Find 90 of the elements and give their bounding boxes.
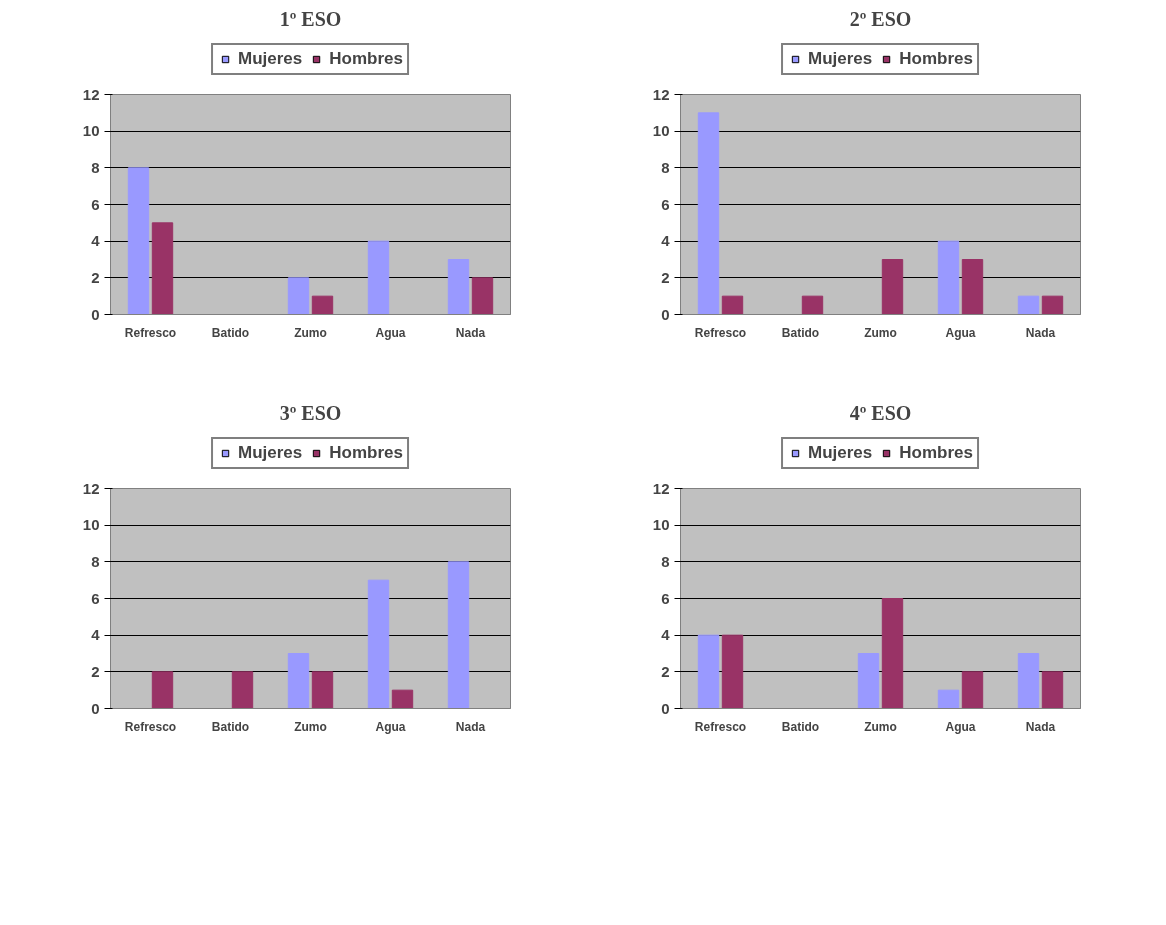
y-tick-label: 12 [82, 479, 100, 497]
bar [471, 277, 494, 315]
x-tick-label: Batido [781, 719, 820, 734]
y-tick-label: 0 [91, 305, 100, 323]
bar [857, 653, 880, 709]
y-tick-label: 4 [661, 626, 671, 644]
x-tick-label: Batido [781, 325, 820, 340]
bar [961, 671, 984, 709]
bar [881, 259, 904, 315]
y-tick-label: 4 [91, 232, 101, 250]
y-tick-label: 8 [661, 158, 670, 176]
x-tick-label: Batido [211, 719, 250, 734]
legend-label: Hombres [329, 443, 403, 463]
bar [961, 259, 984, 315]
y-tick-label: 12 [652, 85, 670, 103]
bar [1041, 295, 1064, 315]
bar [151, 671, 174, 709]
bar [391, 689, 414, 709]
bar [697, 634, 720, 709]
y-tick-label: 4 [91, 626, 101, 644]
x-tick-label: Refresco [124, 719, 177, 734]
chart-title: 1º ESO [279, 7, 342, 30]
y-tick-label: 8 [91, 158, 100, 176]
bar [311, 295, 334, 315]
y-tick-label: 12 [82, 85, 100, 103]
legend-label: Mujeres [808, 49, 873, 69]
bar [801, 295, 824, 315]
chart-title: 2º ESO [849, 7, 912, 30]
bar [697, 112, 720, 315]
x-tick-label: Nada [455, 325, 486, 340]
y-tick-label: 6 [91, 589, 100, 607]
bar [367, 240, 390, 315]
bar [127, 167, 150, 315]
y-tick-label: 8 [661, 552, 670, 570]
y-tick-label: 4 [661, 232, 671, 250]
y-tick-label: 2 [91, 268, 100, 286]
legend-label: Hombres [899, 49, 973, 69]
bar [367, 579, 390, 709]
x-tick-label: Batido [211, 325, 250, 340]
chart-title: 3º ESO [279, 401, 342, 424]
y-tick-label: 10 [82, 516, 100, 534]
y-tick-label: 2 [661, 662, 670, 680]
x-tick-label: Zumo [864, 325, 897, 340]
y-tick-label: 2 [661, 268, 670, 286]
y-tick-label: 12 [652, 479, 670, 497]
x-tick-label: Zumo [864, 719, 897, 734]
y-tick-label: 6 [661, 589, 670, 607]
bar [937, 689, 960, 709]
y-tick-label: 0 [661, 305, 670, 323]
bar [231, 671, 254, 709]
bar [447, 561, 470, 709]
bar [721, 634, 744, 709]
y-tick-label: 6 [91, 195, 100, 213]
x-tick-label: Agua [375, 325, 406, 340]
bar [311, 671, 334, 709]
y-tick-label: 2 [91, 662, 100, 680]
x-tick-label: Agua [945, 325, 976, 340]
x-tick-label: Nada [455, 719, 486, 734]
x-tick-label: Zumo [294, 325, 327, 340]
y-tick-label: 8 [91, 552, 100, 570]
x-tick-label: Nada [1025, 719, 1056, 734]
x-tick-label: Nada [1025, 325, 1056, 340]
bar [287, 653, 310, 709]
y-tick-label: 10 [652, 122, 670, 140]
bar [151, 222, 174, 315]
legend-label: Hombres [329, 49, 403, 69]
bar [721, 295, 744, 315]
y-tick-label: 10 [82, 122, 100, 140]
bar [1041, 671, 1064, 709]
x-tick-label: Refresco [124, 325, 177, 340]
bar [447, 259, 470, 315]
x-tick-label: Zumo [294, 719, 327, 734]
chart-title: 4º ESO [849, 401, 912, 424]
y-tick-label: 0 [91, 699, 100, 717]
bar [937, 240, 960, 315]
bar [881, 598, 904, 709]
bar [287, 277, 310, 315]
x-tick-label: Refresco [694, 325, 747, 340]
x-tick-label: Agua [375, 719, 406, 734]
legend-label: Mujeres [808, 443, 873, 463]
bar [1017, 295, 1040, 315]
y-tick-label: 6 [661, 195, 670, 213]
bar [1017, 653, 1040, 709]
x-tick-label: Refresco [694, 719, 747, 734]
y-tick-label: 0 [661, 699, 670, 717]
x-tick-label: Agua [945, 719, 976, 734]
legend-label: Hombres [899, 443, 973, 463]
legend-label: Mujeres [238, 443, 303, 463]
legend-label: Mujeres [238, 49, 303, 69]
y-tick-label: 10 [652, 516, 670, 534]
